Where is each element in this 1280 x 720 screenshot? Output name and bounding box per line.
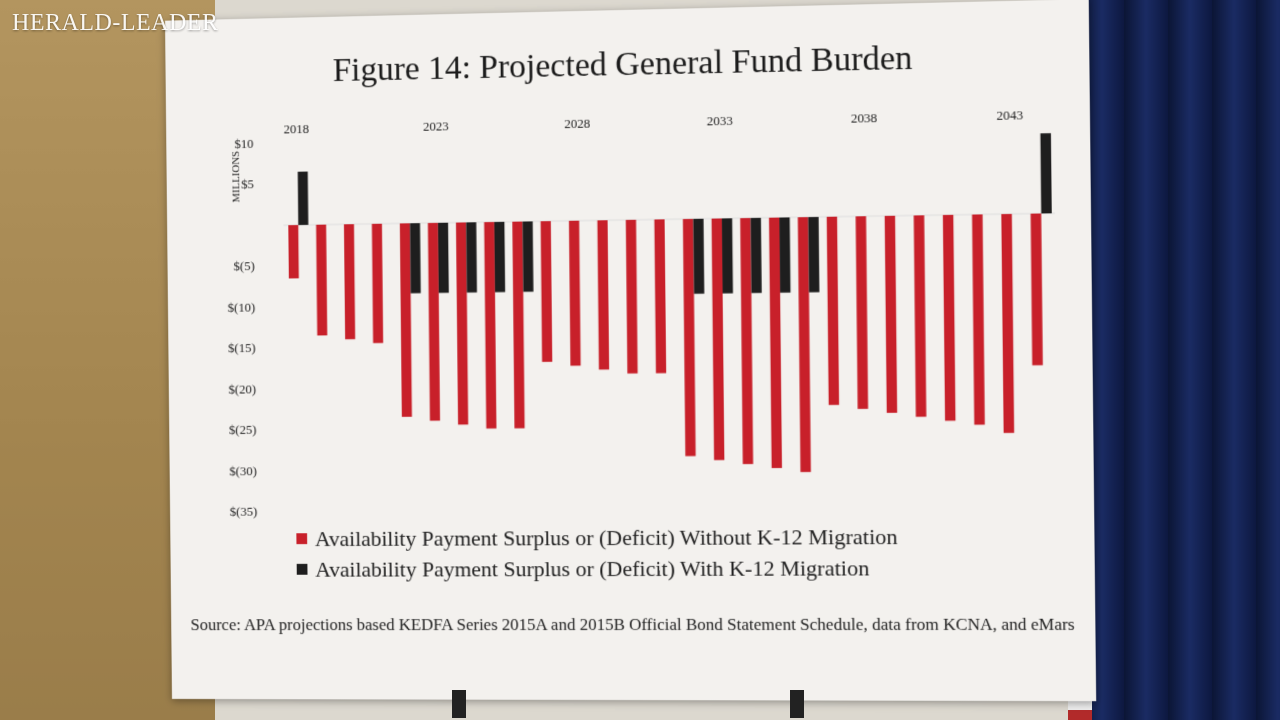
- bar-without-k12: [512, 222, 524, 429]
- easel-leg-left: [452, 690, 466, 718]
- y-tick-label: $(30): [229, 464, 256, 478]
- bar-without-k12: [827, 217, 839, 405]
- bar-without-k12: [316, 225, 327, 336]
- background-curtain: [1080, 0, 1280, 720]
- bar-with-k12: [722, 218, 733, 293]
- bar-with-k12: [523, 221, 534, 291]
- bar-without-k12: [372, 224, 383, 343]
- bar-without-k12: [428, 223, 440, 421]
- legend-item-without: Availability Payment Surplus or (Deficit…: [296, 521, 898, 554]
- bar-with-k12: [298, 172, 309, 225]
- y-tick-label: $(35): [230, 505, 257, 519]
- bar-without-k12: [1001, 214, 1014, 433]
- x-tick-label: 2038: [851, 111, 878, 126]
- bar-without-k12: [654, 219, 666, 373]
- y-tick-label: $(15): [228, 341, 255, 355]
- x-tick-label: 2023: [423, 119, 449, 134]
- legend-swatch-without: [296, 533, 307, 544]
- y-tick-label: $10: [234, 137, 253, 151]
- bar-without-k12: [597, 220, 609, 369]
- bar-with-k12: [808, 217, 819, 292]
- y-tick-label: $(10): [228, 301, 255, 315]
- y-axis-label: MILLIONS: [230, 151, 242, 203]
- bar-without-k12: [400, 223, 412, 417]
- bar-without-k12: [972, 214, 985, 424]
- bar-with-k12: [779, 217, 790, 292]
- y-tick-label: $5: [241, 178, 254, 192]
- bar-with-k12: [466, 222, 477, 292]
- bar-with-k12: [693, 219, 704, 294]
- y-tick-label: $(20): [229, 382, 256, 396]
- bar-with-k12: [438, 223, 449, 293]
- bar-without-k12: [541, 221, 553, 362]
- bar-without-k12: [288, 225, 299, 278]
- bar-without-k12: [484, 222, 496, 429]
- bar-without-k12: [943, 215, 956, 421]
- x-tick-label: 2028: [564, 117, 590, 132]
- bar-without-k12: [456, 222, 468, 424]
- legend-label-with: Availability Payment Surplus or (Deficit…: [315, 555, 869, 582]
- bar-without-k12: [569, 221, 581, 366]
- bar-without-k12: [1031, 213, 1043, 365]
- y-tick-label: $(5): [234, 260, 255, 274]
- bar-with-k12: [410, 223, 421, 293]
- bar-with-k12: [1040, 133, 1051, 213]
- zero-line: [283, 213, 1054, 225]
- bar-without-k12: [885, 216, 898, 413]
- bar-without-k12: [344, 224, 355, 339]
- y-tick-label: $(25): [229, 423, 256, 437]
- watermark-logo: HERALD-LEADER: [12, 10, 218, 37]
- source-note: Source: APA projections based KEDFA Seri…: [190, 613, 1074, 638]
- presentation-board: Figure 14: Projected General Fund Burden…: [165, 0, 1096, 701]
- bar-with-k12: [494, 222, 505, 292]
- x-tick-label: 2033: [707, 114, 733, 129]
- easel-leg-right: [790, 690, 804, 718]
- bar-without-k12: [914, 215, 927, 417]
- legend-swatch-with: [297, 564, 308, 575]
- bar-without-k12: [856, 216, 868, 409]
- chart-legend: Availability Payment Surplus or (Deficit…: [296, 521, 898, 585]
- x-tick-label: 2018: [284, 122, 309, 136]
- legend-item-with: Availability Payment Surplus or (Deficit…: [297, 552, 899, 584]
- legend-label-without: Availability Payment Surplus or (Deficit…: [315, 523, 898, 551]
- bar-without-k12: [626, 220, 638, 374]
- bar-with-k12: [751, 218, 762, 293]
- bar-chart: $10 $5 $(5) $(10) $(15) $(20) $(25) $(30) $(35) M…: [165, 0, 1095, 610]
- x-tick-label: 2043: [996, 108, 1023, 123]
